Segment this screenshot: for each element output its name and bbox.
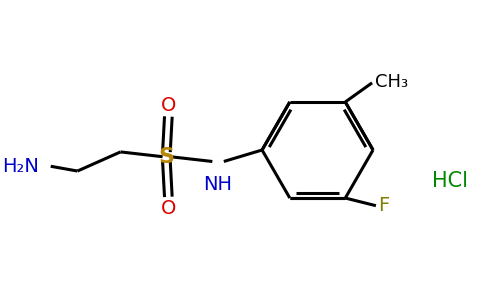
- Text: CH₃: CH₃: [375, 73, 408, 91]
- Text: O: O: [161, 96, 176, 115]
- Text: F: F: [378, 196, 389, 215]
- Text: NH: NH: [204, 175, 233, 194]
- Text: S: S: [158, 147, 174, 167]
- Text: HCl: HCl: [432, 171, 469, 190]
- Text: O: O: [161, 199, 176, 218]
- Text: H₂N: H₂N: [2, 157, 39, 176]
